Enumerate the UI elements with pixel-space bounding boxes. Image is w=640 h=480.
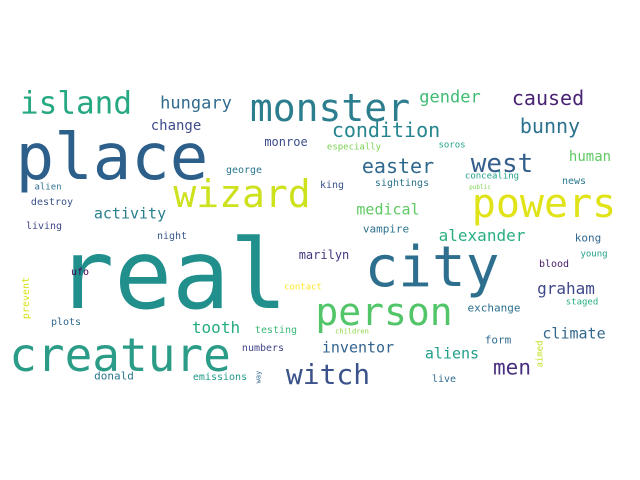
word: donald — [94, 369, 134, 383]
word: monroe — [264, 135, 308, 149]
word: change — [150, 118, 202, 134]
word: city — [364, 235, 500, 300]
word: activity — [93, 204, 167, 223]
word: real — [56, 219, 288, 331]
word: wizard — [173, 172, 311, 216]
word: alien — [34, 182, 62, 193]
word: climate — [542, 324, 606, 343]
word: place — [15, 121, 209, 195]
word: aliens — [424, 344, 480, 363]
word: gender — [419, 87, 481, 108]
word: men — [493, 355, 531, 380]
word: marilyn — [298, 248, 350, 262]
word: king — [319, 180, 345, 191]
word: human — [568, 149, 612, 165]
word: exchange — [467, 301, 521, 315]
word: sightings — [374, 178, 430, 189]
word: news — [561, 176, 587, 187]
word: way — [254, 370, 263, 384]
word: hungary — [160, 93, 232, 114]
word: destroy — [30, 197, 74, 208]
word: live — [431, 374, 457, 385]
word: monster — [249, 86, 411, 130]
word: soros — [438, 140, 466, 151]
word: night — [156, 231, 188, 242]
word: plots — [50, 317, 82, 328]
word: especially — [326, 142, 382, 153]
word: alexander — [438, 226, 526, 245]
word: tooth — [191, 318, 241, 337]
word: caused — [511, 86, 585, 110]
word: blood — [538, 259, 570, 270]
word: west — [470, 149, 534, 179]
word: kong — [574, 231, 602, 245]
word: witch — [285, 358, 371, 391]
word: george — [225, 165, 263, 176]
word: graham — [537, 279, 595, 298]
word: children — [335, 327, 369, 336]
word: powers — [471, 181, 617, 227]
word: person — [315, 290, 453, 334]
word: emissions — [192, 372, 248, 383]
word: contact — [284, 282, 322, 293]
word: public — [469, 184, 491, 191]
word: bunny — [519, 114, 581, 138]
word: vampire — [362, 222, 410, 236]
word: island — [20, 85, 132, 122]
word: ufo — [70, 267, 90, 278]
word: medical — [356, 200, 420, 219]
word: creature — [9, 328, 231, 382]
word: form — [484, 333, 512, 347]
word: living — [25, 221, 63, 232]
word: testing — [254, 325, 298, 336]
word: easter — [361, 154, 435, 178]
word: numbers — [241, 343, 285, 354]
word: staged — [565, 297, 599, 308]
word: concealing — [464, 171, 520, 182]
word: aimed — [535, 340, 546, 368]
word: prevent — [21, 276, 32, 320]
word: condition — [331, 118, 441, 142]
word: inventor — [321, 338, 395, 357]
word: young — [580, 249, 608, 260]
